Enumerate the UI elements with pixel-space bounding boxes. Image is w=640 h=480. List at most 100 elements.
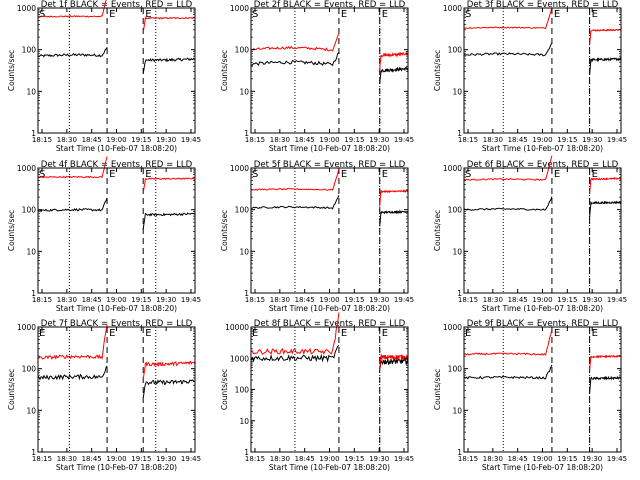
x-tick-label: 19:15 <box>557 136 577 144</box>
y-tick-label: 1000 <box>443 164 462 173</box>
x-tick-label: 19:15 <box>131 136 151 144</box>
x-tick-label: 19:15 <box>344 136 364 144</box>
x-tick-label: 19:00 <box>319 455 339 463</box>
y-tick-label: 1 <box>457 448 462 457</box>
x-tick-label: 19:45 <box>181 455 201 463</box>
end-marker-label: E <box>145 328 151 339</box>
plot-frame <box>250 167 409 294</box>
series-line-lld <box>379 51 409 72</box>
series-line-events <box>463 196 553 211</box>
segment-marker-label: E <box>554 328 560 339</box>
y-tick-label: 1000 <box>443 4 462 13</box>
x-tick-label: 18:15 <box>32 455 52 463</box>
series-line-events <box>142 212 196 230</box>
y-tick-label: 10 <box>26 247 36 256</box>
plot-frame <box>250 7 409 134</box>
start-marker-label: E <box>465 328 471 339</box>
y-tick-label: 10000 <box>225 323 249 332</box>
x-tick-label: 19:45 <box>394 296 414 304</box>
x-tick-label: 18:30 <box>270 455 290 463</box>
series-line-lld <box>379 189 409 207</box>
series-line-lld <box>463 155 553 181</box>
end-marker-label: E <box>382 9 388 20</box>
x-tick-label: 18:15 <box>245 455 265 463</box>
series-line-lld <box>142 360 196 380</box>
y-tick-label: 100 <box>22 46 37 55</box>
panel-title: Det 2f BLACK = Events, RED = LLD <box>254 0 406 10</box>
x-tick-label: 18:45 <box>508 455 528 463</box>
x-tick-label: 19:00 <box>319 136 339 144</box>
start-marker-label: E <box>252 328 258 339</box>
y-tick-label: 100 <box>235 206 250 215</box>
x-axis-title: Start Time (10-Feb-07 18:08:20) <box>56 463 177 472</box>
segment-marker-label: E <box>109 9 115 20</box>
x-tick-label: 19:30 <box>582 296 602 304</box>
y-tick-label: 1 <box>31 129 36 138</box>
y-tick-label: 100 <box>448 206 463 215</box>
y-tick-label: 1 <box>31 448 36 457</box>
plot-frame <box>37 326 196 453</box>
series-line-events <box>379 356 409 370</box>
x-tick-label: 19:45 <box>394 455 414 463</box>
panel-title: Det 3f BLACK = Events, RED = LLD <box>467 0 619 10</box>
x-tick-label: 18:45 <box>508 296 528 304</box>
y-tick-label: 1000 <box>17 164 36 173</box>
y-axis-title: Counts/sec <box>220 369 229 410</box>
segment-marker-label: E <box>109 169 115 180</box>
x-tick-label: 19:00 <box>106 296 126 304</box>
series-line-lld <box>463 7 553 30</box>
series-line-lld <box>463 329 553 356</box>
y-tick-label: 10 <box>452 247 462 256</box>
x-tick-label: 19:45 <box>181 136 201 144</box>
plot-frame <box>37 7 196 134</box>
x-tick-label: 18:30 <box>270 296 290 304</box>
start-marker-label: S <box>252 169 258 180</box>
y-axis-title: Counts/sec <box>7 50 16 91</box>
x-tick-label: 18:45 <box>508 136 528 144</box>
end-marker-label: E <box>145 9 151 20</box>
x-tick-label: 19:30 <box>582 136 602 144</box>
segment-marker-label: E <box>554 169 560 180</box>
segment-marker-label: E <box>554 9 560 20</box>
x-tick-label: 18:30 <box>483 455 503 463</box>
series-line-events <box>142 57 196 74</box>
x-tick-label: 19:30 <box>156 136 176 144</box>
x-tick-label: 19:30 <box>156 455 176 463</box>
segment-marker-label: E <box>341 169 347 180</box>
start-marker-label: S <box>252 9 258 20</box>
x-axis-title: Start Time (10-Feb-07 18:08:20) <box>482 144 603 153</box>
y-tick-label: 1000 <box>230 4 249 13</box>
y-tick-label: 1000 <box>230 164 249 173</box>
series-line-events <box>142 379 196 398</box>
panel-title: Det 8f BLACK = Events, RED = LLD <box>254 319 406 329</box>
x-tick-label: 18:45 <box>82 296 102 304</box>
series-line-lld <box>250 33 340 52</box>
y-tick-label: 1 <box>31 289 36 298</box>
start-marker-label: E <box>39 328 45 339</box>
y-axis-title: Counts/sec <box>7 369 16 410</box>
series-line-lld <box>589 28 622 46</box>
y-axis-title: Counts/sec <box>7 210 16 251</box>
x-axis-title: Start Time (10-Feb-07 18:08:20) <box>269 304 390 313</box>
x-tick-label: 18:45 <box>82 136 102 144</box>
x-axis-title: Start Time (10-Feb-07 18:08:20) <box>482 304 603 313</box>
x-tick-label: 19:45 <box>607 136 627 144</box>
x-tick-label: 19:30 <box>582 455 602 463</box>
start-marker-label: S <box>39 9 45 20</box>
y-tick-label: 100 <box>448 46 463 55</box>
y-axis-title: Counts/sec <box>433 210 442 251</box>
x-axis-title: Start Time (10-Feb-07 18:08:20) <box>269 463 390 472</box>
x-tick-label: 18:45 <box>295 296 315 304</box>
end-marker-label: E <box>382 328 388 339</box>
x-tick-label: 18:15 <box>245 296 265 304</box>
x-tick-label: 19:30 <box>369 455 389 463</box>
y-tick-label: 1000 <box>443 323 462 332</box>
plot-frame <box>463 7 622 134</box>
x-tick-label: 18:30 <box>57 296 77 304</box>
series-line-events <box>463 364 553 380</box>
y-tick-label: 10 <box>239 247 249 256</box>
x-tick-label: 19:30 <box>369 136 389 144</box>
